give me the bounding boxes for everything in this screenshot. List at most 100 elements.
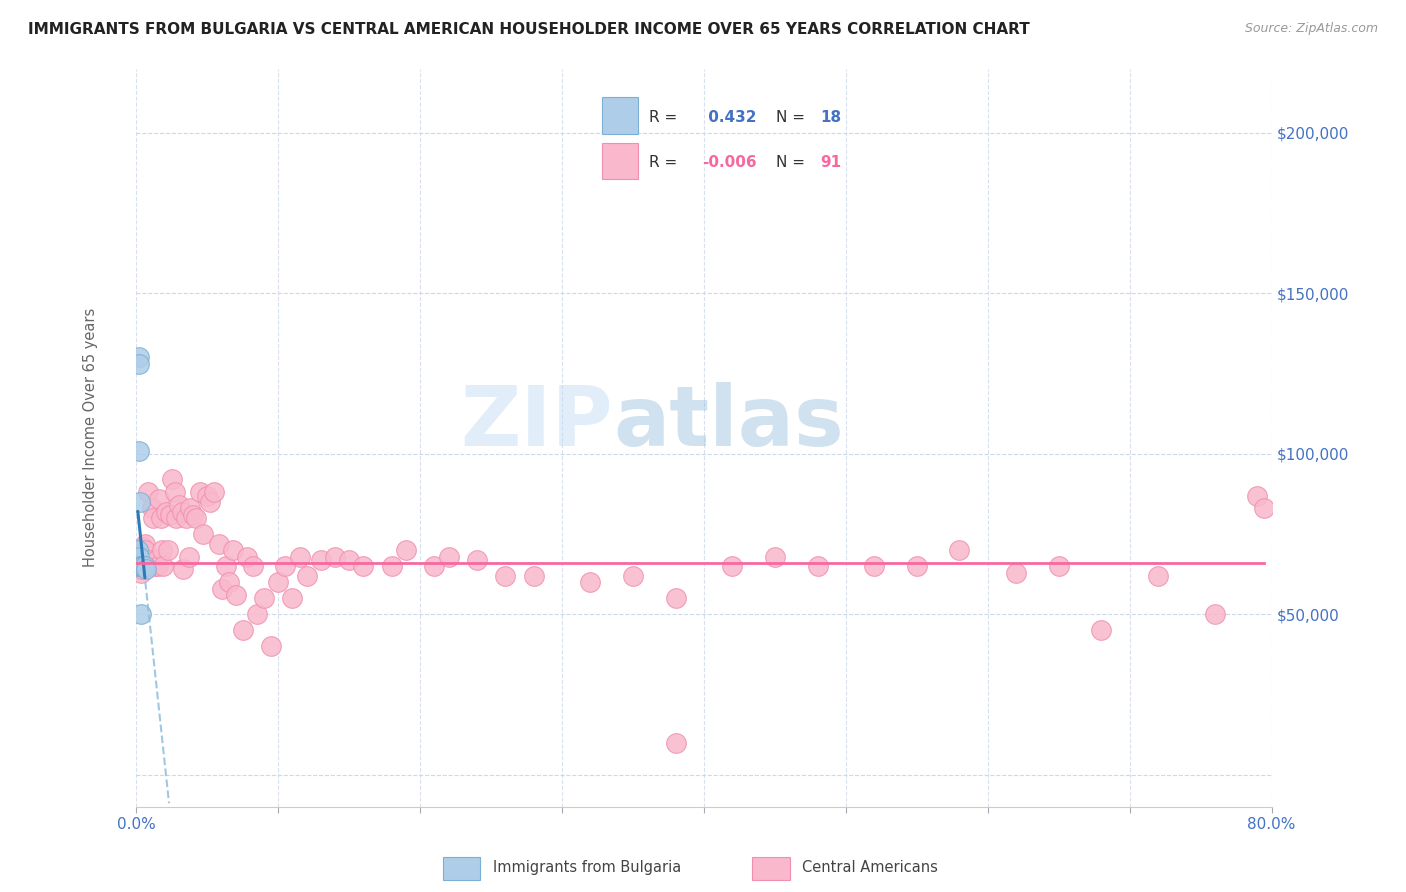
Point xyxy=(138,559,160,574)
Point xyxy=(172,562,194,576)
Point xyxy=(131,559,153,574)
Point xyxy=(267,575,290,590)
Point xyxy=(863,559,886,574)
Point xyxy=(621,569,644,583)
Point xyxy=(128,351,150,365)
Point xyxy=(236,549,259,564)
Point xyxy=(222,543,245,558)
Point xyxy=(139,556,162,570)
Point xyxy=(1204,607,1226,622)
Point xyxy=(152,559,174,574)
Point xyxy=(423,559,446,574)
Point xyxy=(143,559,166,574)
Point xyxy=(127,548,149,562)
Point xyxy=(128,553,150,567)
Point xyxy=(135,553,157,567)
Point xyxy=(288,549,311,564)
Point xyxy=(323,549,346,564)
Point xyxy=(148,491,170,506)
Point xyxy=(905,559,928,574)
Point xyxy=(179,501,201,516)
Point xyxy=(128,556,150,570)
Point xyxy=(128,559,150,574)
Point xyxy=(253,591,276,606)
Point xyxy=(465,553,488,567)
Point xyxy=(134,543,156,558)
Point xyxy=(127,543,149,558)
Point xyxy=(170,505,193,519)
Point xyxy=(177,549,200,564)
Point xyxy=(132,546,155,560)
Point xyxy=(215,559,238,574)
Text: Central Americans: Central Americans xyxy=(801,860,938,875)
Point xyxy=(195,489,218,503)
Point xyxy=(337,553,360,567)
Point xyxy=(135,556,157,570)
Point xyxy=(132,540,155,554)
Point xyxy=(246,607,269,622)
Point xyxy=(145,553,167,567)
Point xyxy=(352,559,374,574)
Point xyxy=(141,501,163,516)
Point xyxy=(128,549,150,564)
Point xyxy=(208,537,231,551)
Point xyxy=(135,562,157,576)
Point xyxy=(295,569,318,583)
Point xyxy=(138,553,160,567)
Point xyxy=(188,485,211,500)
Point xyxy=(1253,501,1275,516)
Point xyxy=(204,485,226,500)
Point xyxy=(132,559,155,574)
Point xyxy=(806,559,828,574)
Point xyxy=(129,559,152,574)
FancyBboxPatch shape xyxy=(752,856,790,880)
Point xyxy=(146,559,169,574)
Point xyxy=(136,559,159,574)
Point xyxy=(665,736,688,750)
Point xyxy=(127,559,149,574)
Text: Source: ZipAtlas.com: Source: ZipAtlas.com xyxy=(1244,22,1378,36)
Point xyxy=(149,511,172,525)
Point xyxy=(395,543,418,558)
Point xyxy=(150,543,173,558)
Point xyxy=(128,559,150,574)
Point xyxy=(242,559,264,574)
Point xyxy=(1090,624,1112,638)
Point xyxy=(160,473,183,487)
Point xyxy=(1047,559,1070,574)
Point xyxy=(127,553,149,567)
Point xyxy=(155,505,177,519)
Point xyxy=(211,582,233,596)
Point xyxy=(165,511,187,525)
Point xyxy=(181,508,204,522)
Point xyxy=(131,559,153,574)
Point xyxy=(174,511,197,525)
Point xyxy=(163,485,186,500)
Point xyxy=(198,495,221,509)
Point xyxy=(665,591,688,606)
Point xyxy=(127,556,149,570)
Point xyxy=(129,495,152,509)
Point xyxy=(128,357,150,371)
Point xyxy=(225,588,247,602)
FancyBboxPatch shape xyxy=(443,856,481,880)
Point xyxy=(134,537,156,551)
Point xyxy=(494,569,516,583)
Point xyxy=(136,485,159,500)
Point xyxy=(184,511,207,525)
Point xyxy=(131,562,153,576)
Point xyxy=(167,498,190,512)
Text: Householder Income Over 65 years: Householder Income Over 65 years xyxy=(83,308,98,567)
Point xyxy=(218,575,240,590)
Point xyxy=(142,511,165,525)
Text: atlas: atlas xyxy=(613,383,844,464)
Point xyxy=(159,508,181,522)
Point xyxy=(381,559,404,574)
Point xyxy=(948,543,970,558)
Point xyxy=(156,543,179,558)
Point xyxy=(191,527,214,541)
Point xyxy=(129,556,152,570)
Text: IMMIGRANTS FROM BULGARIA VS CENTRAL AMERICAN HOUSEHOLDER INCOME OVER 65 YEARS CO: IMMIGRANTS FROM BULGARIA VS CENTRAL AMER… xyxy=(28,22,1029,37)
Point xyxy=(128,549,150,564)
Point xyxy=(129,566,152,580)
